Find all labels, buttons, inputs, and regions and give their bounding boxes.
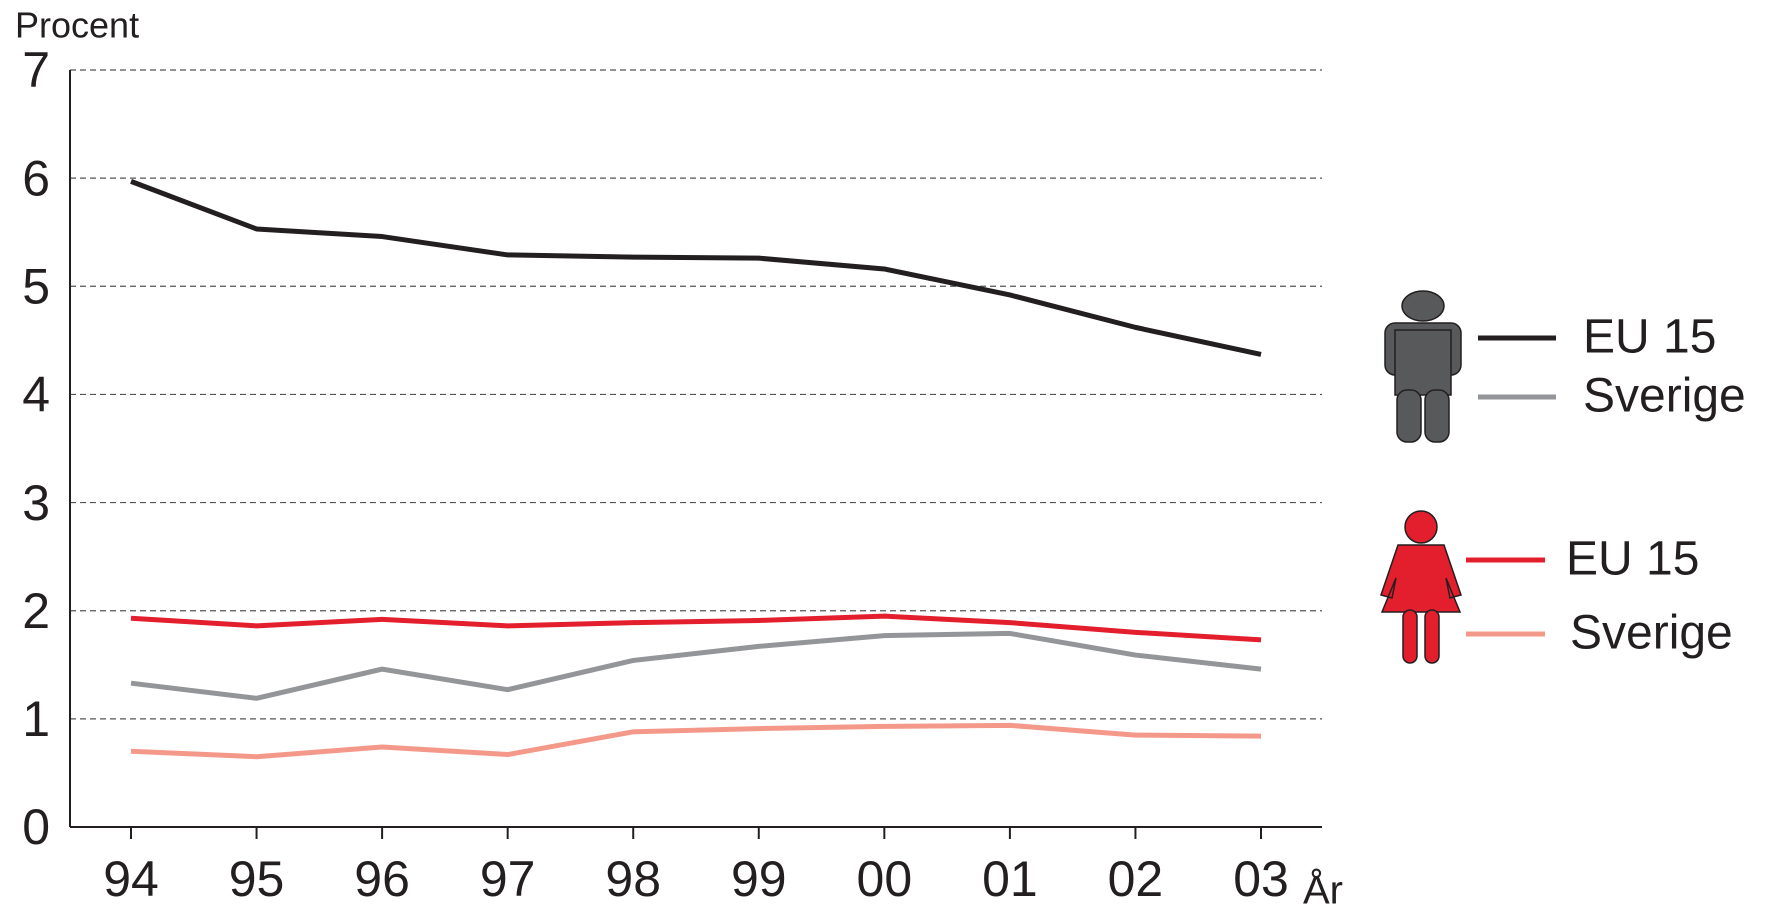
x-tick-label: 96	[354, 851, 410, 907]
man-icon	[1384, 290, 1462, 443]
y-tick-label: 2	[22, 583, 50, 639]
x-tick-label: 95	[229, 851, 285, 907]
x-tick-label: 01	[982, 851, 1038, 907]
woman-icon	[1380, 510, 1462, 664]
legend-label: Sverige	[1570, 607, 1733, 660]
x-tick-label: 98	[605, 851, 661, 907]
y-tick-label: 6	[22, 150, 50, 206]
y-tick-label: 7	[22, 42, 50, 98]
x-tick-label: 02	[1108, 851, 1164, 907]
y-axis-label: Procent	[15, 5, 139, 46]
series-line	[130, 179, 1262, 357]
y-tick-label: 3	[22, 475, 50, 531]
x-axis-label: År	[1303, 868, 1343, 907]
x-tick-label: 97	[480, 851, 536, 907]
x-tick-label: 94	[103, 851, 159, 907]
series-line	[130, 630, 1262, 701]
y-tick-label: 1	[22, 691, 50, 747]
legend-label: EU 15	[1583, 311, 1716, 364]
x-tick-label: 00	[857, 851, 913, 907]
series-line	[130, 722, 1262, 760]
x-tick-label: 99	[731, 851, 787, 907]
x-tick-label: 03	[1233, 851, 1289, 907]
legend-label: Sverige	[1583, 370, 1746, 423]
y-tick-label: 5	[22, 258, 50, 314]
y-tick-label: 0	[22, 799, 50, 855]
series-line	[130, 613, 1262, 643]
legend-label: EU 15	[1566, 533, 1699, 586]
y-tick-label: 4	[22, 367, 50, 423]
